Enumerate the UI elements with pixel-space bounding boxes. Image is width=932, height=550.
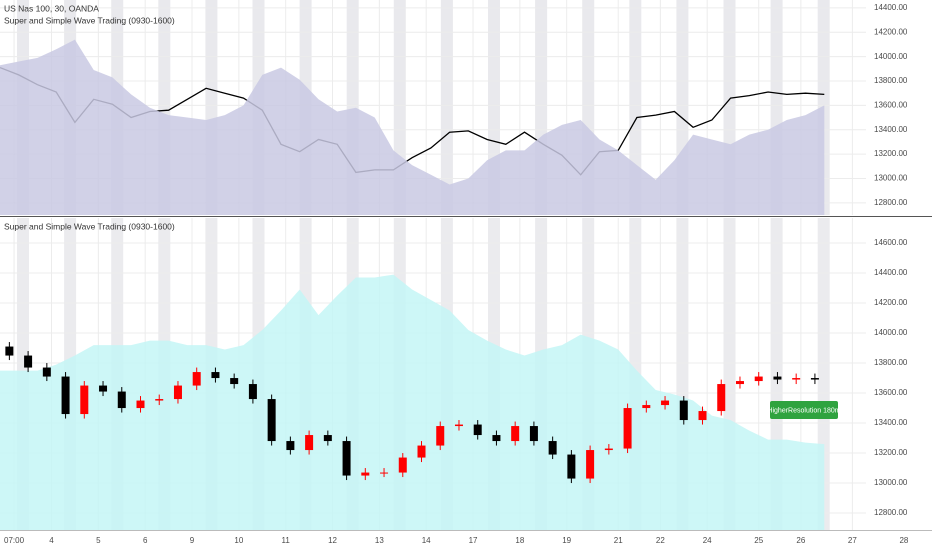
candle-body [398,457,407,473]
y-tick-label: 13400.00 [874,418,908,427]
x-tick-label: 18 [515,536,524,545]
candle-body [211,372,220,379]
candle-body [24,355,33,368]
y-tick-label: 12800.00 [874,198,908,207]
x-tick-label: 6 [143,536,148,545]
y-tick-label: 14200.00 [874,27,908,36]
candle-body [511,426,520,442]
candle-body [61,376,70,415]
y-tick-label: 13200.00 [874,448,908,457]
candle-body [529,426,538,442]
candle-body [492,435,501,442]
x-tick-label: 25 [754,536,763,545]
candle-body [773,376,782,380]
y-tick-label: 13600.00 [874,100,908,109]
y-tick-label: 14200.00 [874,298,908,307]
x-tick-label: 13 [375,536,384,545]
resolution-badge [770,401,838,419]
candle-body [417,445,426,458]
candle-body [5,346,14,356]
y-tick-label: 14400.00 [874,268,908,277]
x-tick-label: 11 [282,536,291,545]
x-tick-label: 17 [469,536,478,545]
candle-body [717,384,726,412]
indicator-title: Super and Simple Wave Trading (0930-1600… [4,221,175,231]
y-tick-label: 14000.00 [874,328,908,337]
session-band [440,0,453,215]
candle-body [548,441,557,455]
area [0,274,825,530]
candle-body [604,448,613,451]
candle-body [679,400,688,421]
x-tick-label: 9 [190,536,195,545]
x-tick-label: 28 [899,536,908,545]
y-tick-label: 13800.00 [874,76,908,85]
candle-body [173,385,182,400]
candle-body [42,367,51,377]
x-tick-label: 24 [703,536,712,545]
x-tick-label: 07:00 [4,536,25,545]
x-tick-label: 21 [614,536,623,545]
symbol-title: US Nas 100, 30, OANDA [4,3,99,13]
candle-body [192,372,201,386]
candle-body [567,454,576,479]
candle-body [230,378,239,385]
y-tick-label: 13000.00 [874,174,908,183]
session-band [629,0,642,215]
y-tick-label: 14400.00 [874,3,908,12]
x-tick-label: 27 [848,536,857,545]
candle-body [155,399,164,401]
candle-body [99,385,108,392]
x-tick-label: 26 [796,536,805,545]
resolution-label: HigherResolution 180m [767,407,840,414]
x-tick-label: 22 [656,536,665,545]
y-tick-label: 13800.00 [874,358,908,367]
indicator-title: Super and Simple Wave Trading (0930-1600… [4,15,175,25]
candle-body [735,381,744,385]
candle-body [248,384,257,400]
candle-body [305,435,314,451]
candle-body [792,378,801,380]
x-tick-label: 5 [96,536,101,545]
candle-body [80,385,89,415]
y-tick-label: 13400.00 [874,125,908,134]
candle-body [361,472,370,476]
candle-body [267,399,276,442]
candle-body [810,378,819,380]
candle-body [454,424,463,427]
candle-body [436,426,445,446]
candle-body [754,376,763,382]
y-tick-label: 13000.00 [874,478,908,487]
candle-body [117,391,126,409]
y-tick-label: 14000.00 [874,52,908,61]
candle-body [342,441,351,476]
marks-layer [0,39,825,530]
area [0,39,825,215]
y-tick-label: 14600.00 [874,238,908,247]
candle-body [323,435,332,442]
x-tick-label: 19 [562,536,571,545]
x-tick-label: 14 [422,536,431,545]
candle-body [642,405,651,409]
x-tick-label: 12 [328,536,337,545]
x-tick-label: 4 [49,536,54,545]
candle-body [286,441,295,451]
y-tick-label: 12800.00 [874,508,908,517]
candle-body [698,411,707,421]
y-tick-label: 13200.00 [874,149,908,158]
candle-body [136,400,145,409]
y-tick-label: 13600.00 [874,388,908,397]
candle-body [473,424,482,436]
candle-body [380,472,389,474]
x-tick-label: 10 [234,536,243,545]
candle-body [661,400,670,406]
candle-body [623,408,632,449]
candle-body [586,450,595,479]
